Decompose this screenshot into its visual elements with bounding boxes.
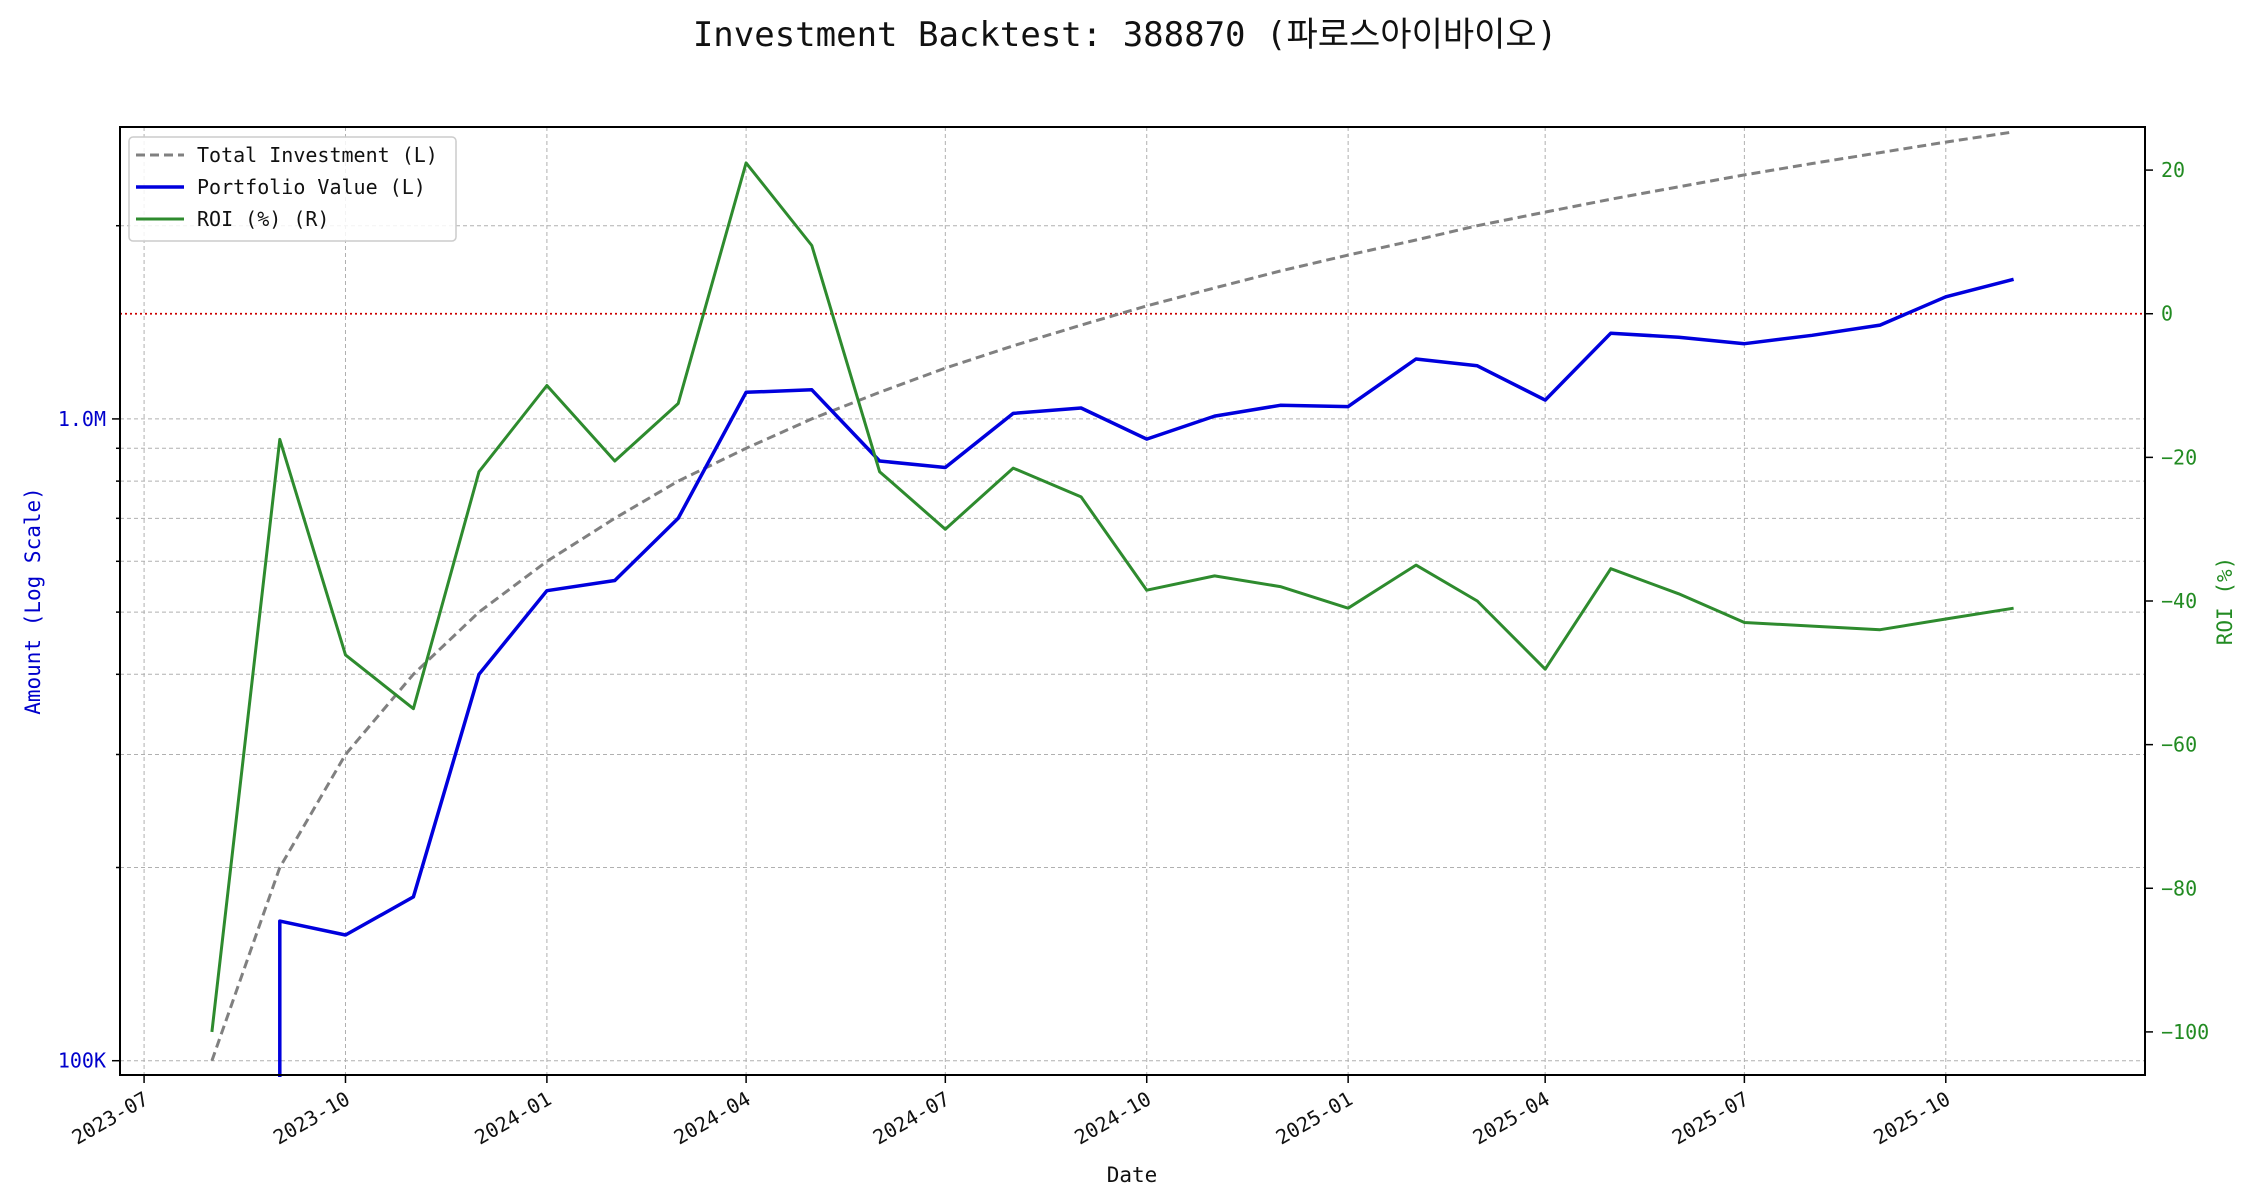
legend-box (128, 136, 457, 242)
series-roi (210, 161, 2014, 1033)
y-right-tick-label: −20 (2161, 445, 2197, 469)
series-total-investment (210, 130, 2014, 1062)
legend-label-roi: ROI (%) (R) (197, 207, 329, 231)
plot-frame (119, 126, 2146, 1076)
x-tick-label: 2024-04 (670, 1087, 755, 1150)
y-left-tick-label: 1.0M (58, 407, 106, 431)
y-right-tick-label: −80 (2161, 876, 2197, 900)
y-left-tick-label: 100K (58, 1049, 106, 1073)
x-tick-label: 2023-07 (68, 1087, 153, 1150)
y-right-tick-label: −40 (2161, 589, 2197, 613)
chart-title: Investment Backtest: 388870 (파로스아이바이오) (693, 15, 1557, 55)
series-layer (210, 130, 2015, 1077)
y-axis-left-label: Amount (Log Scale) (21, 487, 45, 715)
y-right-tick-label: −60 (2161, 733, 2197, 757)
x-axis-label: Date (1107, 1163, 1158, 1187)
legend-label-portfolio-value: Portfolio Value (L) (197, 175, 426, 199)
legend: Total Investment (L) Portfolio Value (L)… (128, 136, 457, 242)
x-tick-label: 2025-04 (1469, 1087, 1554, 1150)
x-tick-label: 2025-10 (1869, 1087, 1954, 1150)
y-axis-left: 100K 1.0M (58, 224, 120, 1073)
legend-label-total-investment: Total Investment (L) (197, 143, 438, 167)
x-tick-label: 2024-10 (1070, 1087, 1155, 1150)
y-right-tick-label: 20 (2161, 158, 2185, 182)
x-tick-label: 2025-01 (1272, 1087, 1357, 1150)
x-tick-label: 2023-10 (269, 1087, 354, 1150)
y-right-tick-label: 0 (2161, 302, 2173, 326)
y-right-tick-label: −100 (2161, 1020, 2209, 1044)
y-axis-right-label: ROI (%) (2213, 557, 2237, 646)
x-tick-label: 2024-01 (470, 1087, 555, 1150)
x-axis: 2023-07 2023-10 2024-01 2024-04 2024-07 2024-… (68, 1075, 1954, 1150)
x-tick-label: 2024-07 (869, 1087, 954, 1150)
series-portfolio-value (278, 277, 2015, 1077)
y-axis-right: 20 0 −20 −40 −60 −80 −100 (2145, 158, 2209, 1044)
x-tick-label: 2025-07 (1668, 1087, 1753, 1150)
grid (120, 127, 2145, 1075)
